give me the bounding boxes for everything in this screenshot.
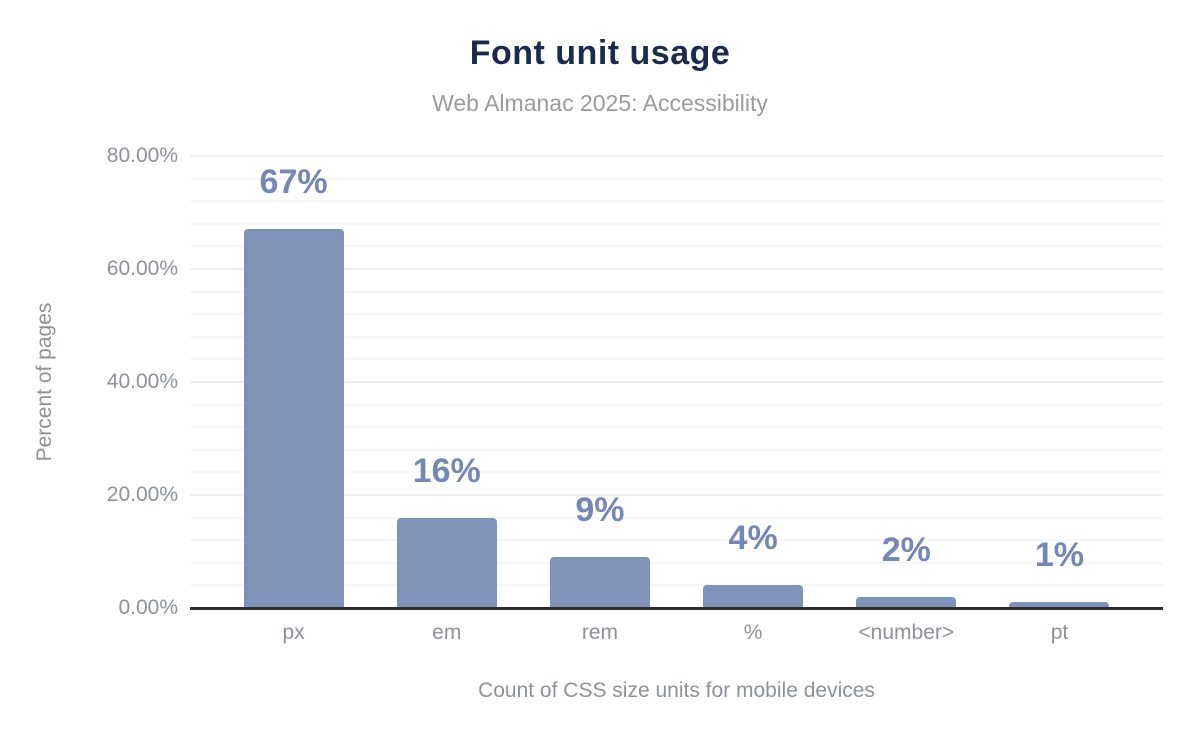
bar-value-label-rem: 9% bbox=[575, 491, 625, 530]
x-axis-tick-labels: px em rem% <number> pt bbox=[190, 620, 1163, 646]
minor-gridline-56 bbox=[190, 290, 1163, 293]
x-tick-label-pt: pt bbox=[1050, 621, 1069, 644]
x-tick-label-px: px bbox=[282, 621, 305, 644]
plot-area: 67% 16% 9% 4% 2% 1% bbox=[190, 155, 1163, 608]
major-gridline-40 bbox=[190, 381, 1163, 383]
bar-rem bbox=[549, 557, 650, 608]
minor-gridline-28 bbox=[190, 448, 1163, 451]
minor-gridline-12 bbox=[190, 539, 1163, 542]
minor-gridline-32 bbox=[190, 426, 1163, 429]
minor-gridline-24 bbox=[190, 471, 1163, 474]
bar-value-label-pt: 1% bbox=[1034, 536, 1085, 575]
minor-gridline-8 bbox=[190, 561, 1163, 564]
major-gridline-60 bbox=[190, 268, 1163, 270]
x-axis-line bbox=[190, 607, 1163, 610]
minor-gridline-36 bbox=[190, 403, 1163, 406]
bar-em bbox=[396, 517, 497, 608]
bar-band-%: 4% bbox=[677, 156, 830, 608]
minor-gridline-72 bbox=[190, 200, 1163, 203]
x-tick-label-rem: rem bbox=[581, 621, 619, 644]
chart-subtitle: Web Almanac 2025: Accessibility bbox=[432, 90, 768, 116]
minor-gridline-64 bbox=[190, 245, 1163, 248]
bar-<number> bbox=[856, 596, 957, 608]
bar-band-pt: 1% bbox=[983, 156, 1136, 608]
bar-% bbox=[703, 585, 804, 608]
x-axis-title: Count of CSS size units for mobile devic… bbox=[478, 679, 875, 702]
minor-gridline-76 bbox=[190, 177, 1163, 180]
bar-pt bbox=[1009, 602, 1110, 608]
y-tick-label-20: 20.00% bbox=[106, 483, 178, 506]
chart-title: Font unit usage bbox=[469, 34, 731, 72]
bar-value-label-<number>: 2% bbox=[881, 530, 931, 569]
minor-gridline-44 bbox=[190, 358, 1163, 361]
bar-value-label-%: 4% bbox=[728, 519, 778, 558]
major-gridline-80 bbox=[190, 155, 1163, 157]
bars-row: 67% 16% 9% 4% 2% 1% bbox=[190, 156, 1163, 608]
bar-band-em: 16% bbox=[370, 156, 523, 608]
y-tick-label-40: 40.00% bbox=[106, 370, 178, 393]
bar-value-label-em: 16% bbox=[412, 451, 481, 490]
x-tick-label-em: em bbox=[432, 621, 462, 644]
minor-gridline-16 bbox=[190, 516, 1163, 519]
minor-gridline-52 bbox=[190, 313, 1163, 316]
x-tick-label-<number>: <number> bbox=[858, 621, 955, 644]
y-tick-label-60: 60.00% bbox=[106, 257, 178, 280]
minor-gridline-4 bbox=[190, 584, 1163, 587]
y-tick-label-0: 0.00% bbox=[118, 596, 178, 619]
major-gridline-20 bbox=[190, 494, 1163, 496]
x-tick-label-%: % bbox=[743, 621, 763, 644]
minor-gridline-48 bbox=[190, 335, 1163, 338]
y-tick-label-80: 80.00% bbox=[106, 144, 178, 167]
bar-band-<number>: 2% bbox=[830, 156, 983, 608]
bar-band-rem: 9% bbox=[523, 156, 676, 608]
minor-gridline-68 bbox=[190, 222, 1163, 225]
bar-value-label-px: 67% bbox=[259, 163, 328, 202]
bar-band-px: 67% bbox=[217, 156, 370, 608]
bar-px bbox=[243, 229, 344, 608]
